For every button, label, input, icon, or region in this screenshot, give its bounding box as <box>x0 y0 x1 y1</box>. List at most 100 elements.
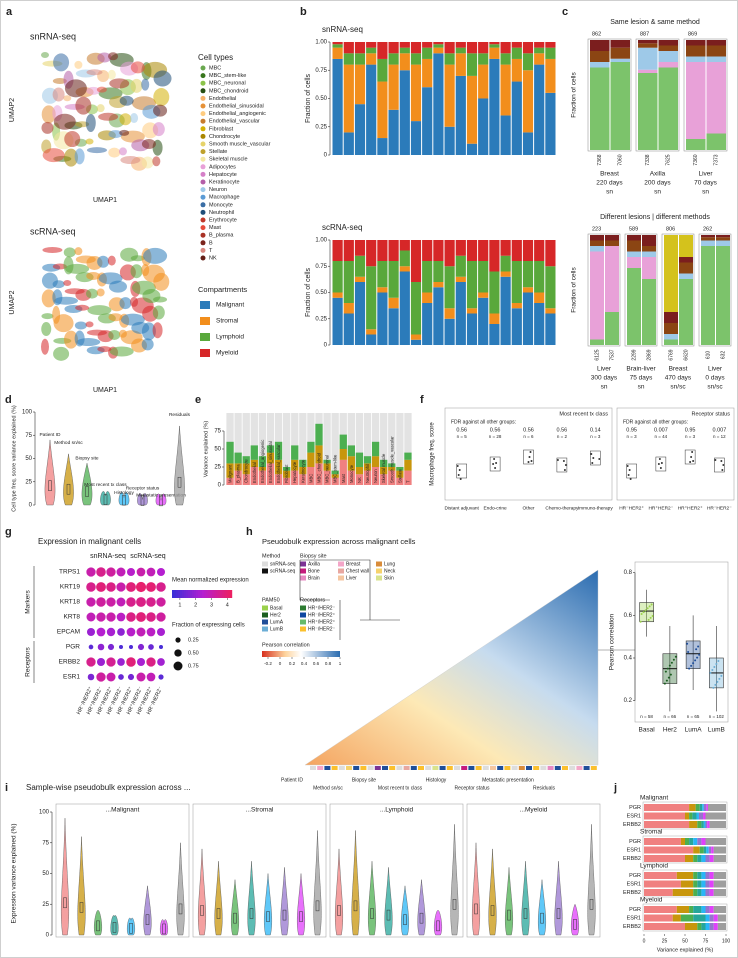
x-tick-label: 50 <box>682 938 688 944</box>
point <box>564 464 567 466</box>
bar-segment <box>433 53 444 155</box>
group-frame <box>587 233 621 347</box>
legend-swatch <box>200 317 210 325</box>
factor-header: Residuals <box>533 785 555 791</box>
point <box>687 651 690 654</box>
point <box>495 462 498 464</box>
group-label: Brain-liver <box>626 366 656 373</box>
bar-segment <box>689 812 693 820</box>
bar-segment <box>708 846 712 854</box>
section-frame <box>642 801 728 830</box>
y-tick-label: 0.50 <box>315 290 327 296</box>
axis-title: Pearson correlation <box>609 613 616 670</box>
annotation-strip <box>331 766 338 770</box>
annotation-strip <box>497 766 504 770</box>
box <box>48 480 52 491</box>
bar-segment <box>422 58 433 88</box>
annotation-strip <box>540 766 547 770</box>
bar-segment <box>511 303 522 309</box>
bar-segment <box>444 53 455 65</box>
bar-segment <box>377 138 388 155</box>
y-tick-label: 0.75 <box>315 264 327 270</box>
legend-label: Lung <box>384 561 395 567</box>
bar-segment <box>291 445 299 460</box>
legend-swatch <box>200 156 206 162</box>
gene-label: PGR <box>629 805 641 811</box>
bar-segment <box>676 906 690 913</box>
size-key-label: 0.50 <box>188 650 199 656</box>
bar-segment <box>590 40 610 51</box>
fdr-value: 0.56 <box>523 427 534 433</box>
colorbar <box>262 651 340 657</box>
colorbar-cell <box>200 590 203 598</box>
bar-segment <box>455 282 466 345</box>
bar-segment <box>366 42 377 48</box>
umap-cluster <box>119 113 132 126</box>
umap-cluster <box>75 255 96 264</box>
sample-label: 6620 <box>683 349 689 360</box>
subpanel-frame <box>466 803 601 938</box>
umap-cluster <box>96 288 105 297</box>
bar-segment <box>706 62 726 134</box>
box <box>474 903 478 915</box>
point <box>665 679 668 682</box>
point <box>659 467 662 469</box>
x-tick-label: 75 <box>703 938 709 944</box>
bar-segment <box>605 235 619 241</box>
bar-segment <box>444 318 455 345</box>
bar-segment <box>713 889 726 896</box>
bar-segment <box>422 292 433 303</box>
umap-cluster <box>119 297 132 310</box>
bar-segment <box>605 246 619 312</box>
method-header: scRNA-seq <box>130 553 166 560</box>
point <box>456 465 459 467</box>
gene-label: ESR1 <box>63 674 80 681</box>
dot <box>96 567 106 577</box>
bar-segment <box>343 261 354 303</box>
point <box>666 667 669 670</box>
legend-label: MBC_neuronal <box>209 81 246 87</box>
bar-background <box>242 413 250 485</box>
y-tick-label: 50 <box>214 447 221 453</box>
n-label: n = 3 <box>627 434 638 439</box>
bar-segment <box>366 334 377 345</box>
colorbar-cell <box>216 590 219 598</box>
violin <box>554 861 563 936</box>
gene-label: PGR <box>629 907 641 913</box>
bar-segment <box>466 53 478 76</box>
umap-cluster <box>85 138 94 145</box>
colorbar-cell <box>176 590 179 598</box>
bar-segment <box>444 64 455 127</box>
bar-segment <box>680 838 685 845</box>
point <box>717 659 720 662</box>
legend-swatch <box>338 568 344 574</box>
category-label: Endothelial <box>252 462 257 483</box>
bar-segment <box>258 470 267 485</box>
annotation-strip <box>367 766 374 770</box>
bar-segment <box>693 855 698 862</box>
dot <box>117 628 125 636</box>
bar-segment <box>388 470 396 485</box>
bar-segment <box>332 58 343 156</box>
bar-segment <box>697 923 702 930</box>
subpanel-title: ...Malignant <box>106 807 140 814</box>
sample-label: 632 <box>720 351 726 360</box>
umap-cluster <box>74 60 83 69</box>
umap-cluster <box>141 138 156 149</box>
umap-cluster <box>74 330 85 347</box>
bar-segment <box>466 261 478 309</box>
legend-swatch <box>376 575 382 581</box>
bar-segment <box>388 467 396 471</box>
legend-label: HR⁻/HER2⁺ <box>308 612 336 618</box>
box <box>573 919 577 930</box>
bar-segment <box>343 53 354 65</box>
row-group-label: Markers <box>25 590 32 614</box>
umap-cluster <box>108 280 127 293</box>
violin <box>214 861 223 936</box>
section-title: Lymphoid <box>640 863 668 870</box>
bar-segment <box>396 477 404 485</box>
legend-label: Brain <box>308 575 320 581</box>
umap-cluster <box>131 321 150 334</box>
bar-segment <box>466 75 478 144</box>
group-frame <box>624 233 658 347</box>
